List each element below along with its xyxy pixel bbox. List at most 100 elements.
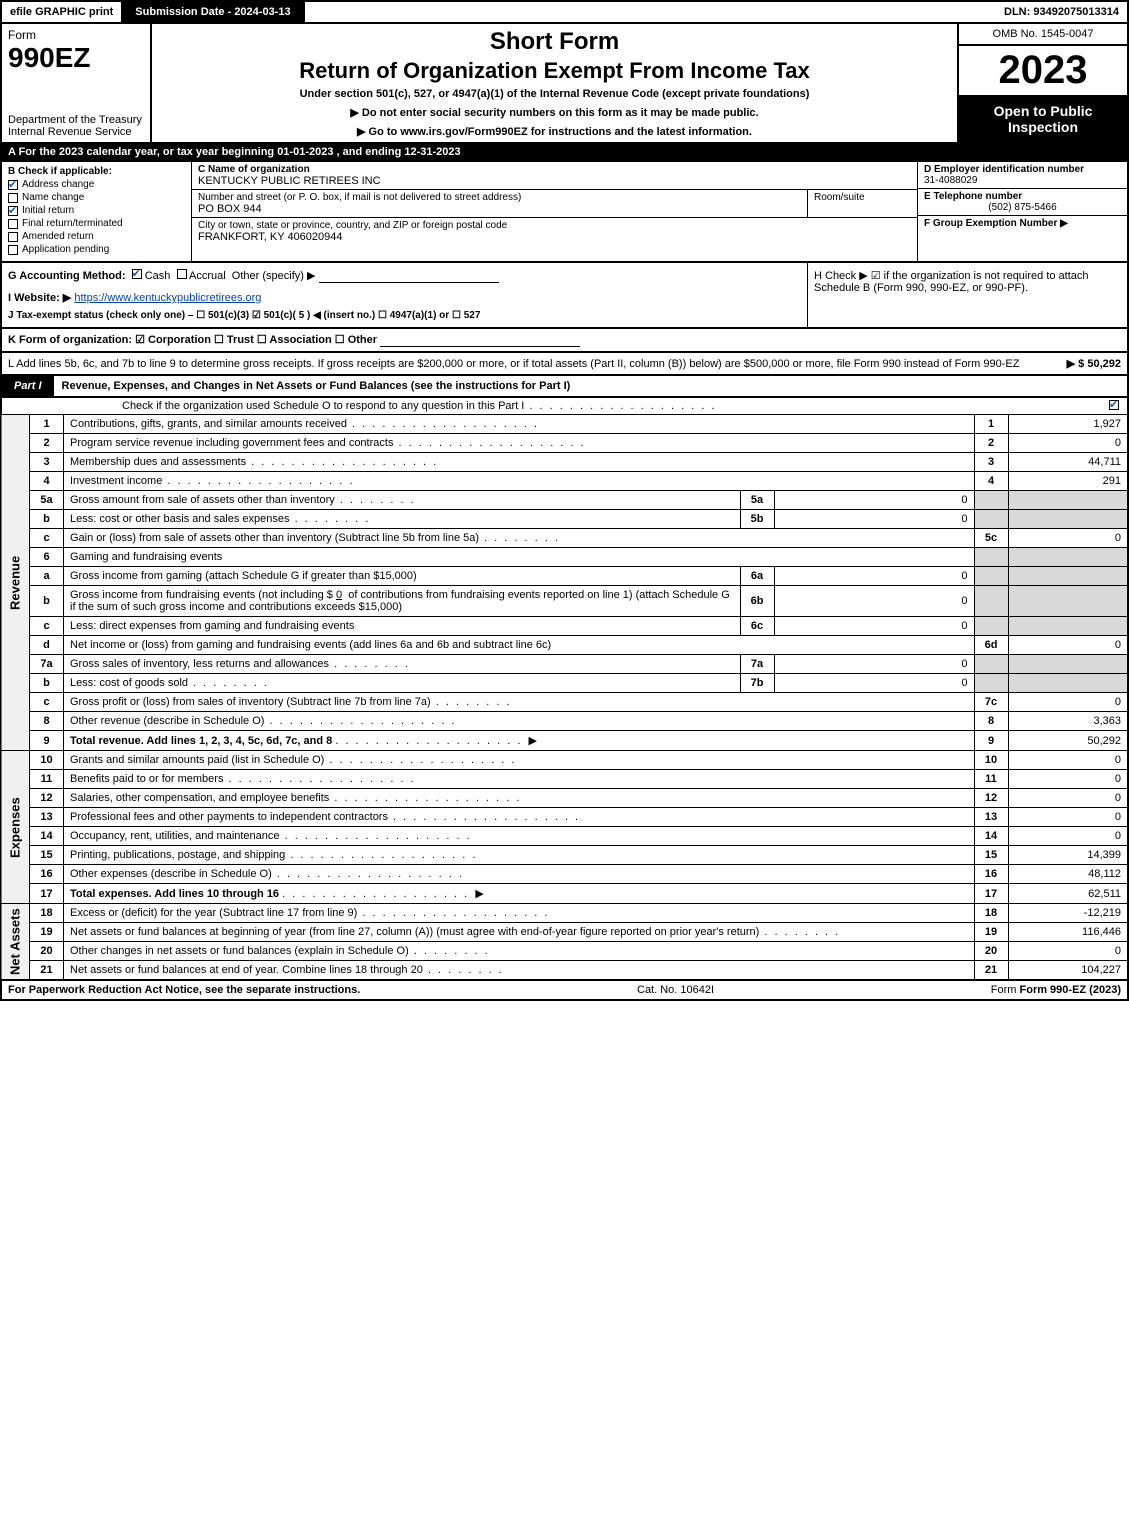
- ein-header: D Employer identification number: [924, 164, 1121, 175]
- line-6b-val-shaded: [1008, 586, 1128, 617]
- line-5b-no: b: [30, 510, 64, 529]
- part1-schedule-o-checkbox[interactable]: [1109, 400, 1119, 410]
- check-item-2: Initial return: [8, 205, 185, 216]
- check-item-3: Final return/terminated: [8, 218, 185, 229]
- line-2-no: 2: [30, 434, 64, 453]
- city-value: FRANKFORT, KY 406020944: [198, 231, 911, 243]
- line-6-no: 6: [30, 548, 64, 567]
- line-19-no: 19: [30, 923, 64, 942]
- part1-title: Revenue, Expenses, and Changes in Net As…: [54, 376, 1127, 396]
- j-label: J Tax-exempt status (check only one) – ☐…: [8, 310, 480, 321]
- line-14-val: 0: [1008, 827, 1128, 846]
- line-3-val: 44,711: [1008, 453, 1128, 472]
- address-cell: Number and street (or P. O. box, if mail…: [192, 190, 807, 217]
- line-14-no: 14: [30, 827, 64, 846]
- checkbox-address-change[interactable]: [8, 180, 18, 190]
- other-label: Other (specify) ▶: [232, 270, 316, 282]
- line-6b-no: b: [30, 586, 64, 617]
- l-text: L Add lines 5b, 6c, and 7b to line 9 to …: [8, 358, 1067, 370]
- checkbox-initial-return[interactable]: [8, 206, 18, 216]
- line-15-num: 15: [974, 846, 1008, 865]
- phone-value: (502) 875-5466: [924, 202, 1121, 213]
- ein-cell: D Employer identification number 31-4088…: [918, 162, 1127, 189]
- cash-checkbox[interactable]: [132, 269, 142, 279]
- line-21-num: 21: [974, 961, 1008, 980]
- check-label: Initial return: [22, 205, 74, 216]
- line-6c-sub: 6c: [740, 617, 774, 636]
- line-6-val-shaded: [1008, 548, 1128, 567]
- line-5b-subval: 0: [774, 510, 974, 529]
- line-17-val: 62,511: [1008, 884, 1128, 904]
- line-20-num: 20: [974, 942, 1008, 961]
- open-public-badge: Open to Public Inspection: [959, 97, 1127, 142]
- check-label: Address change: [22, 179, 94, 190]
- check-label: Final return/terminated: [22, 218, 123, 229]
- line-9-desc-cell: Total revenue. Add lines 1, 2, 3, 4, 5c,…: [64, 731, 975, 751]
- line-6c-subval: 0: [774, 617, 974, 636]
- group-exemption-header: F Group Exemption Number ▶: [924, 218, 1068, 229]
- city-header: City or town, state or province, country…: [198, 220, 911, 231]
- line-5c-desc: Gain or (loss) from sale of assets other…: [64, 529, 975, 548]
- k-text: K Form of organization: ☑ Corporation ☐ …: [8, 334, 377, 346]
- line-6b-sub: 6b: [740, 586, 774, 617]
- line-5a-val-shaded: [1008, 491, 1128, 510]
- checkbox-application-pending[interactable]: [8, 245, 18, 255]
- g-accounting-method: G Accounting Method: Cash Accrual Other …: [8, 269, 801, 283]
- accrual-checkbox[interactable]: [177, 269, 187, 279]
- website-link[interactable]: https://www.kentuckypublicretirees.org: [74, 292, 261, 304]
- line-4-val: 291: [1008, 472, 1128, 491]
- line-7c-no: c: [30, 693, 64, 712]
- line-18-no: 18: [30, 904, 64, 923]
- check-b-header: B Check if applicable:: [8, 166, 185, 177]
- check-label: Name change: [22, 192, 84, 203]
- room-suite-cell: Room/suite: [807, 190, 917, 217]
- line-6b-amt: 0: [336, 589, 342, 601]
- ein-col: D Employer identification number 31-4088…: [917, 162, 1127, 261]
- checkbox-name-change[interactable]: [8, 193, 18, 203]
- line-9-num: 9: [974, 731, 1008, 751]
- part1-tag: Part I: [2, 376, 54, 396]
- submission-date-button[interactable]: Submission Date - 2024-03-13: [123, 2, 304, 22]
- line-6a-desc: Gross income from gaming (attach Schedul…: [64, 567, 741, 586]
- room-header: Room/suite: [814, 192, 911, 203]
- line-16-no: 16: [30, 865, 64, 884]
- city-cell: City or town, state or province, country…: [192, 218, 917, 245]
- line-21-desc: Net assets or fund balances at end of ye…: [64, 961, 975, 980]
- line-18-desc: Excess or (deficit) for the year (Subtra…: [64, 904, 975, 923]
- line-5c-no: c: [30, 529, 64, 548]
- line-13-desc: Professional fees and other payments to …: [64, 808, 975, 827]
- line-19-desc: Net assets or fund balances at beginning…: [64, 923, 975, 942]
- line-13-num: 13: [974, 808, 1008, 827]
- line-2-val: 0: [1008, 434, 1128, 453]
- footer-left: For Paperwork Reduction Act Notice, see …: [8, 984, 360, 996]
- line-2-desc: Program service revenue including govern…: [64, 434, 975, 453]
- address-value: PO BOX 944: [198, 203, 801, 215]
- form-number: 990EZ: [8, 42, 144, 74]
- part1-header: Part I Revenue, Expenses, and Changes in…: [0, 376, 1129, 398]
- address-header: Number and street (or P. O. box, if mail…: [198, 192, 801, 203]
- line-12-desc: Salaries, other compensation, and employ…: [64, 789, 975, 808]
- line-5a-sub: 5a: [740, 491, 774, 510]
- line-5c-val: 0: [1008, 529, 1128, 548]
- line-6d-no: d: [30, 636, 64, 655]
- return-title: Return of Organization Exempt From Incom…: [162, 58, 947, 84]
- check-item-1: Name change: [8, 192, 185, 203]
- checkbox-amended-return[interactable]: [8, 232, 18, 242]
- net-assets-side-label: Net Assets: [1, 904, 30, 980]
- check-item-0: Address change: [8, 179, 185, 190]
- line-17-desc: Total expenses. Add lines 10 through 16: [70, 888, 279, 900]
- footer-right: Form Form 990-EZ (2023): [991, 984, 1121, 996]
- line-18-val: -12,219: [1008, 904, 1128, 923]
- line-12-num: 12: [974, 789, 1008, 808]
- website-row: I Website: ▶ https://www.kentuckypublicr…: [8, 291, 801, 304]
- line-6c-num-shaded: [974, 617, 1008, 636]
- line-14-desc: Occupancy, rent, utilities, and maintena…: [64, 827, 975, 846]
- checkbox-final-return-terminated[interactable]: [8, 219, 18, 229]
- name-address-col: C Name of organization KENTUCKY PUBLIC R…: [192, 162, 917, 261]
- line-10-desc: Grants and similar amounts paid (list in…: [64, 751, 975, 770]
- line-20-no: 20: [30, 942, 64, 961]
- line-6a-subval: 0: [774, 567, 974, 586]
- line-6d-desc: Net income or (loss) from gaming and fun…: [64, 636, 975, 655]
- efile-print-button[interactable]: efile GRAPHIC print: [2, 2, 123, 22]
- line-5b-sub: 5b: [740, 510, 774, 529]
